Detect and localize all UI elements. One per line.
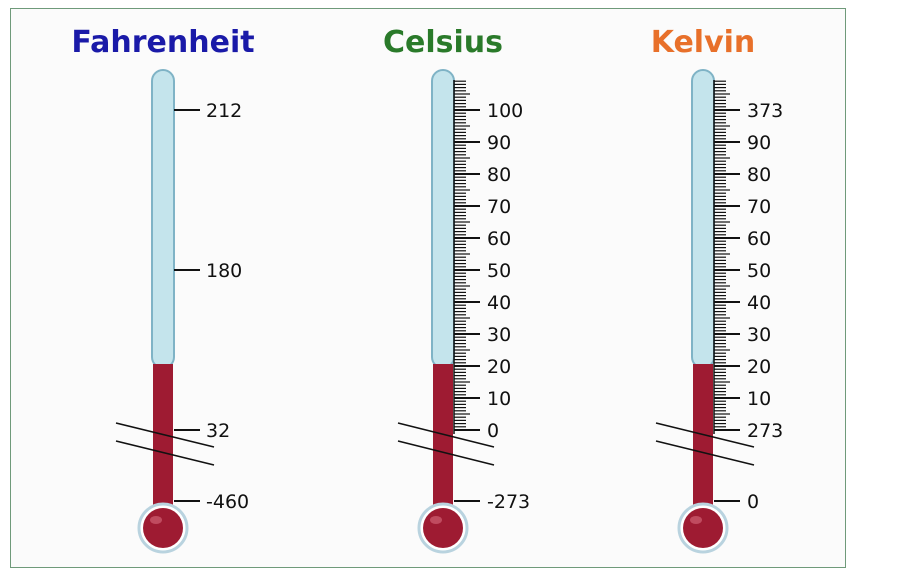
fahrenheit-label-freezing: 32 — [206, 420, 230, 442]
celsius-title: Celsius — [383, 25, 503, 60]
kelvin-label: 50 — [747, 260, 771, 282]
celsius-label: 50 — [487, 260, 511, 282]
kelvin-label: 0 — [747, 491, 759, 513]
break-line-upper — [655, 422, 755, 448]
celsius-label: 30 — [487, 324, 511, 346]
celsius-label: 0 — [487, 420, 499, 442]
celsius-break-marks — [397, 422, 495, 466]
celsius-ticks — [454, 80, 480, 431]
kelvin-labels: 373 90 80 70 60 50 40 30 20 10 273 0 — [747, 100, 783, 513]
celsius-tube — [431, 69, 455, 369]
break-line-lower — [397, 440, 495, 466]
kelvin-label: 20 — [747, 356, 771, 378]
fahrenheit-thermometer: Fahrenheit 212 180 32 -460 — [71, 25, 255, 554]
celsius-bulb — [423, 508, 463, 548]
fahrenheit-mercury — [153, 364, 173, 512]
fahrenheit-break-marks — [115, 422, 215, 466]
celsius-label: 80 — [487, 164, 511, 186]
celsius-label: 100 — [487, 100, 523, 122]
celsius-label: 90 — [487, 132, 511, 154]
kelvin-label: 30 — [747, 324, 771, 346]
celsius-label: 60 — [487, 228, 511, 250]
break-line-upper — [115, 422, 215, 448]
kelvin-label: 90 — [747, 132, 771, 154]
kelvin-label: 70 — [747, 196, 771, 218]
kelvin-label: 273 — [747, 420, 783, 442]
fahrenheit-label-body: 180 — [206, 260, 242, 282]
celsius-label: 40 — [487, 292, 511, 314]
fahrenheit-label-absolute-zero: -460 — [206, 491, 249, 513]
fahrenheit-bulb — [143, 508, 183, 548]
kelvin-ticks — [714, 80, 740, 431]
fahrenheit-tube — [151, 69, 175, 369]
break-line-lower — [655, 440, 755, 466]
kelvin-bulb-highlight — [690, 516, 702, 524]
celsius-thermometer: Celsius 100 90 80 70 60 50 40 30 20 10 0… — [383, 25, 530, 554]
celsius-label: 70 — [487, 196, 511, 218]
fahrenheit-label-boiling: 212 — [206, 100, 242, 122]
kelvin-title: Kelvin — [651, 25, 756, 60]
celsius-label: 10 — [487, 388, 511, 410]
fahrenheit-bulb-highlight — [150, 516, 162, 524]
kelvin-bulb — [683, 508, 723, 548]
break-line-lower — [115, 440, 215, 466]
break-line-upper — [397, 422, 495, 448]
celsius-bulb-highlight — [430, 516, 442, 524]
kelvin-mercury — [693, 364, 713, 512]
celsius-label: 20 — [487, 356, 511, 378]
kelvin-label: 10 — [747, 388, 771, 410]
celsius-label: -273 — [487, 491, 530, 513]
kelvin-tube — [691, 69, 715, 369]
fahrenheit-major-ticks — [174, 109, 200, 502]
kelvin-label: 80 — [747, 164, 771, 186]
fahrenheit-title: Fahrenheit — [71, 25, 254, 60]
kelvin-thermometer: Kelvin 373 90 80 70 60 50 40 30 20 10 27… — [651, 25, 783, 554]
kelvin-label: 373 — [747, 100, 783, 122]
kelvin-label: 40 — [747, 292, 771, 314]
celsius-mercury — [433, 364, 453, 512]
celsius-labels: 100 90 80 70 60 50 40 30 20 10 0 -273 — [487, 100, 530, 513]
kelvin-label: 60 — [747, 228, 771, 250]
kelvin-break-marks — [655, 422, 755, 466]
